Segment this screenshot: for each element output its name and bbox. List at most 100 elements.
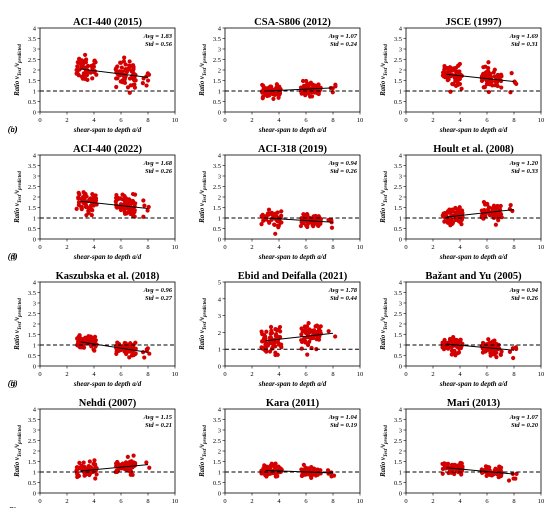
avg-annotation: Avg = 1.68 [143, 160, 173, 167]
y-axis-label-part: /v [14, 443, 21, 450]
y-tick-label: 4 [218, 407, 222, 414]
data-point [493, 468, 499, 473]
data-point [452, 75, 458, 80]
data-point [272, 222, 277, 227]
data-point [131, 213, 136, 219]
data-point [127, 459, 133, 464]
data-point [299, 467, 304, 473]
data-point [132, 192, 138, 197]
y-tick-label: 0.5 [213, 99, 221, 106]
data-point [310, 222, 315, 228]
data-point [457, 338, 463, 343]
data-point [299, 473, 304, 479]
y-tick-label: 3.5 [394, 36, 402, 43]
avg-annotation: Avg = 1.07 [509, 414, 539, 421]
x-tick-label: 8 [146, 244, 149, 251]
y-axis-label-part: Ratio v [14, 329, 21, 351]
chart-title: ACI-440 (2015) [73, 17, 143, 28]
data-point [273, 352, 278, 358]
data-point [450, 68, 455, 73]
data-point [480, 350, 486, 355]
y-tick-label: 3 [218, 47, 221, 54]
y-tick-label: 4 [33, 26, 37, 33]
y-axis-label-part: Ratio v [380, 329, 387, 351]
x-tick-label: 8 [512, 244, 515, 251]
data-point [127, 210, 133, 215]
y-tick-label: 4 [399, 407, 403, 414]
data-point [491, 203, 497, 208]
data-point [303, 465, 308, 470]
y-tick-label: 3.5 [394, 290, 402, 297]
panel-label: (b) [8, 125, 18, 134]
data-point [268, 471, 273, 476]
data-point [76, 473, 82, 479]
data-point [498, 203, 503, 209]
data-point [79, 74, 85, 79]
data-point [454, 337, 459, 343]
data-point [485, 75, 490, 81]
y-tick-label: 1.5 [28, 459, 36, 466]
y-tick-label: 4 [399, 280, 403, 287]
data-point [75, 64, 80, 69]
x-tick-label: 8 [331, 498, 334, 505]
data-point [307, 94, 313, 99]
data-point [451, 82, 456, 87]
x-tick-label: 4 [277, 244, 281, 251]
data-point [82, 473, 87, 478]
data-point [479, 73, 485, 79]
data-point [443, 461, 448, 467]
y-axis-label-subscript: Test [203, 67, 208, 76]
y-tick-label: 1.5 [213, 205, 221, 212]
x-tick-label: 6 [485, 498, 489, 505]
chart-panel: CSA-S806 (2012)00.511.522.533.540 2 4 6 8 10s… [8, 17, 363, 134]
data-point [299, 91, 304, 96]
x-axis-label: shear-span to depth a/d [73, 126, 142, 134]
avg-annotation: Avg = 1.15 [143, 414, 173, 421]
x-tick-label: 2 [65, 117, 68, 124]
data-point [115, 195, 121, 201]
data-point [122, 209, 127, 215]
avg-annotation: Avg = 0.94 [509, 287, 539, 294]
data-point [122, 200, 128, 205]
x-tick-label: 6 [304, 371, 308, 378]
y-tick-label: 2 [399, 449, 402, 456]
avg-annotation: Avg = 0.96 [143, 287, 173, 294]
data-point [77, 460, 82, 465]
y-tick-label: 2 [218, 449, 221, 456]
y-tick-label: 2.5 [394, 184, 402, 191]
data-point [305, 334, 311, 339]
x-tick-label: 2 [65, 498, 68, 505]
std-annotation: Std = 0.24 [330, 41, 358, 48]
y-tick-label: 1.5 [394, 78, 402, 85]
data-point [455, 71, 460, 76]
data-point [122, 80, 128, 85]
x-tick-label: 4 [277, 371, 281, 378]
data-point [460, 210, 465, 216]
y-axis-label: Ratio vTest/vpredicted [380, 425, 389, 478]
y-tick-label: 1.5 [213, 459, 221, 466]
y-axis-label-subscript: Test [384, 67, 389, 76]
y-axis-label-part: /v [199, 316, 206, 323]
y-tick-label: 3.5 [28, 36, 36, 43]
data-point [121, 205, 126, 210]
data-point [492, 348, 497, 353]
data-point [487, 81, 493, 87]
y-axis-label-part: /v [380, 62, 387, 69]
data-point [84, 72, 90, 78]
data-point [442, 466, 447, 471]
panel-label: (g) [8, 379, 18, 388]
y-tick-label: 1.5 [394, 205, 402, 212]
y-axis-label-subscript: Test [384, 194, 389, 203]
y-axis-label: Ratio vTest/vpredicted [380, 171, 389, 224]
y-axis-label: Ratio vTest/vpredicted [14, 425, 23, 478]
chart-title: CSA-S806 (2012) [254, 17, 331, 28]
y-axis-label: Ratio vTest/vpredicted [14, 298, 23, 351]
data-point [267, 349, 273, 354]
data-point [442, 219, 447, 224]
y-axis-label: Ratio vTest/vpredicted [199, 44, 208, 97]
data-point [76, 190, 81, 195]
data-point [91, 62, 96, 67]
data-point [479, 208, 484, 213]
data-point [488, 353, 493, 358]
chart-title: Bažant and Yu (2005) [425, 271, 522, 282]
